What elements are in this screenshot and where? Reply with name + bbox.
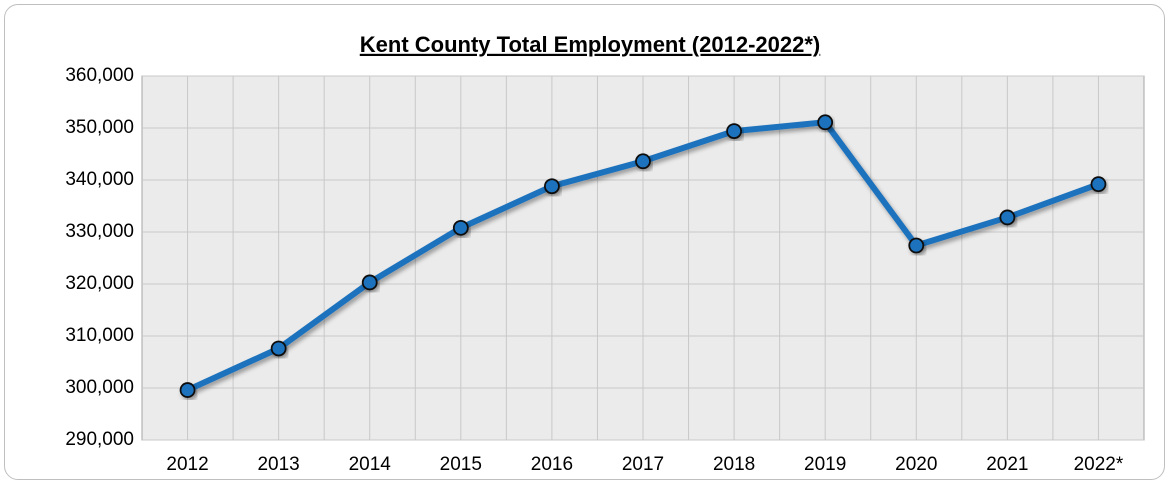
x-tick-label: 2013 — [257, 454, 299, 475]
marker — [361, 274, 378, 291]
y-tick-label: 360,000 — [65, 65, 134, 86]
x-tick-label: 2016 — [531, 454, 573, 475]
y-tick-label: 350,000 — [65, 117, 134, 138]
chart-title: Kent County Total Employment (2012-2022*… — [360, 32, 820, 57]
chart-frame — [4, 4, 1165, 480]
y-tick-label: 330,000 — [65, 221, 134, 242]
y-tick-label: 320,000 — [65, 273, 134, 294]
y-tick-label: 300,000 — [65, 377, 134, 398]
marker — [1090, 176, 1107, 193]
marker — [544, 178, 560, 195]
y-tick-label: 310,000 — [65, 325, 134, 346]
marker — [179, 382, 196, 398]
x-tick-label: 2020 — [895, 454, 937, 475]
marker — [452, 219, 469, 236]
marker — [817, 114, 834, 131]
y-tick-label: 340,000 — [65, 169, 134, 190]
marker — [999, 209, 1016, 226]
x-tick-label: 2015 — [440, 454, 482, 475]
x-tick-label: 2014 — [349, 454, 392, 475]
x-tick-label: 2018 — [713, 454, 755, 475]
x-tick-label: 2012 — [166, 454, 208, 475]
marker — [908, 237, 925, 254]
x-tick-label: 2022* — [1074, 454, 1124, 475]
x-tick-label: 2021 — [986, 454, 1028, 475]
x-tick-label: 2017 — [622, 454, 664, 475]
marker — [270, 340, 287, 357]
y-tick-label: 290,000 — [65, 429, 134, 450]
marker — [726, 123, 742, 140]
marker — [635, 153, 651, 170]
x-tick-label: 2019 — [804, 454, 846, 475]
